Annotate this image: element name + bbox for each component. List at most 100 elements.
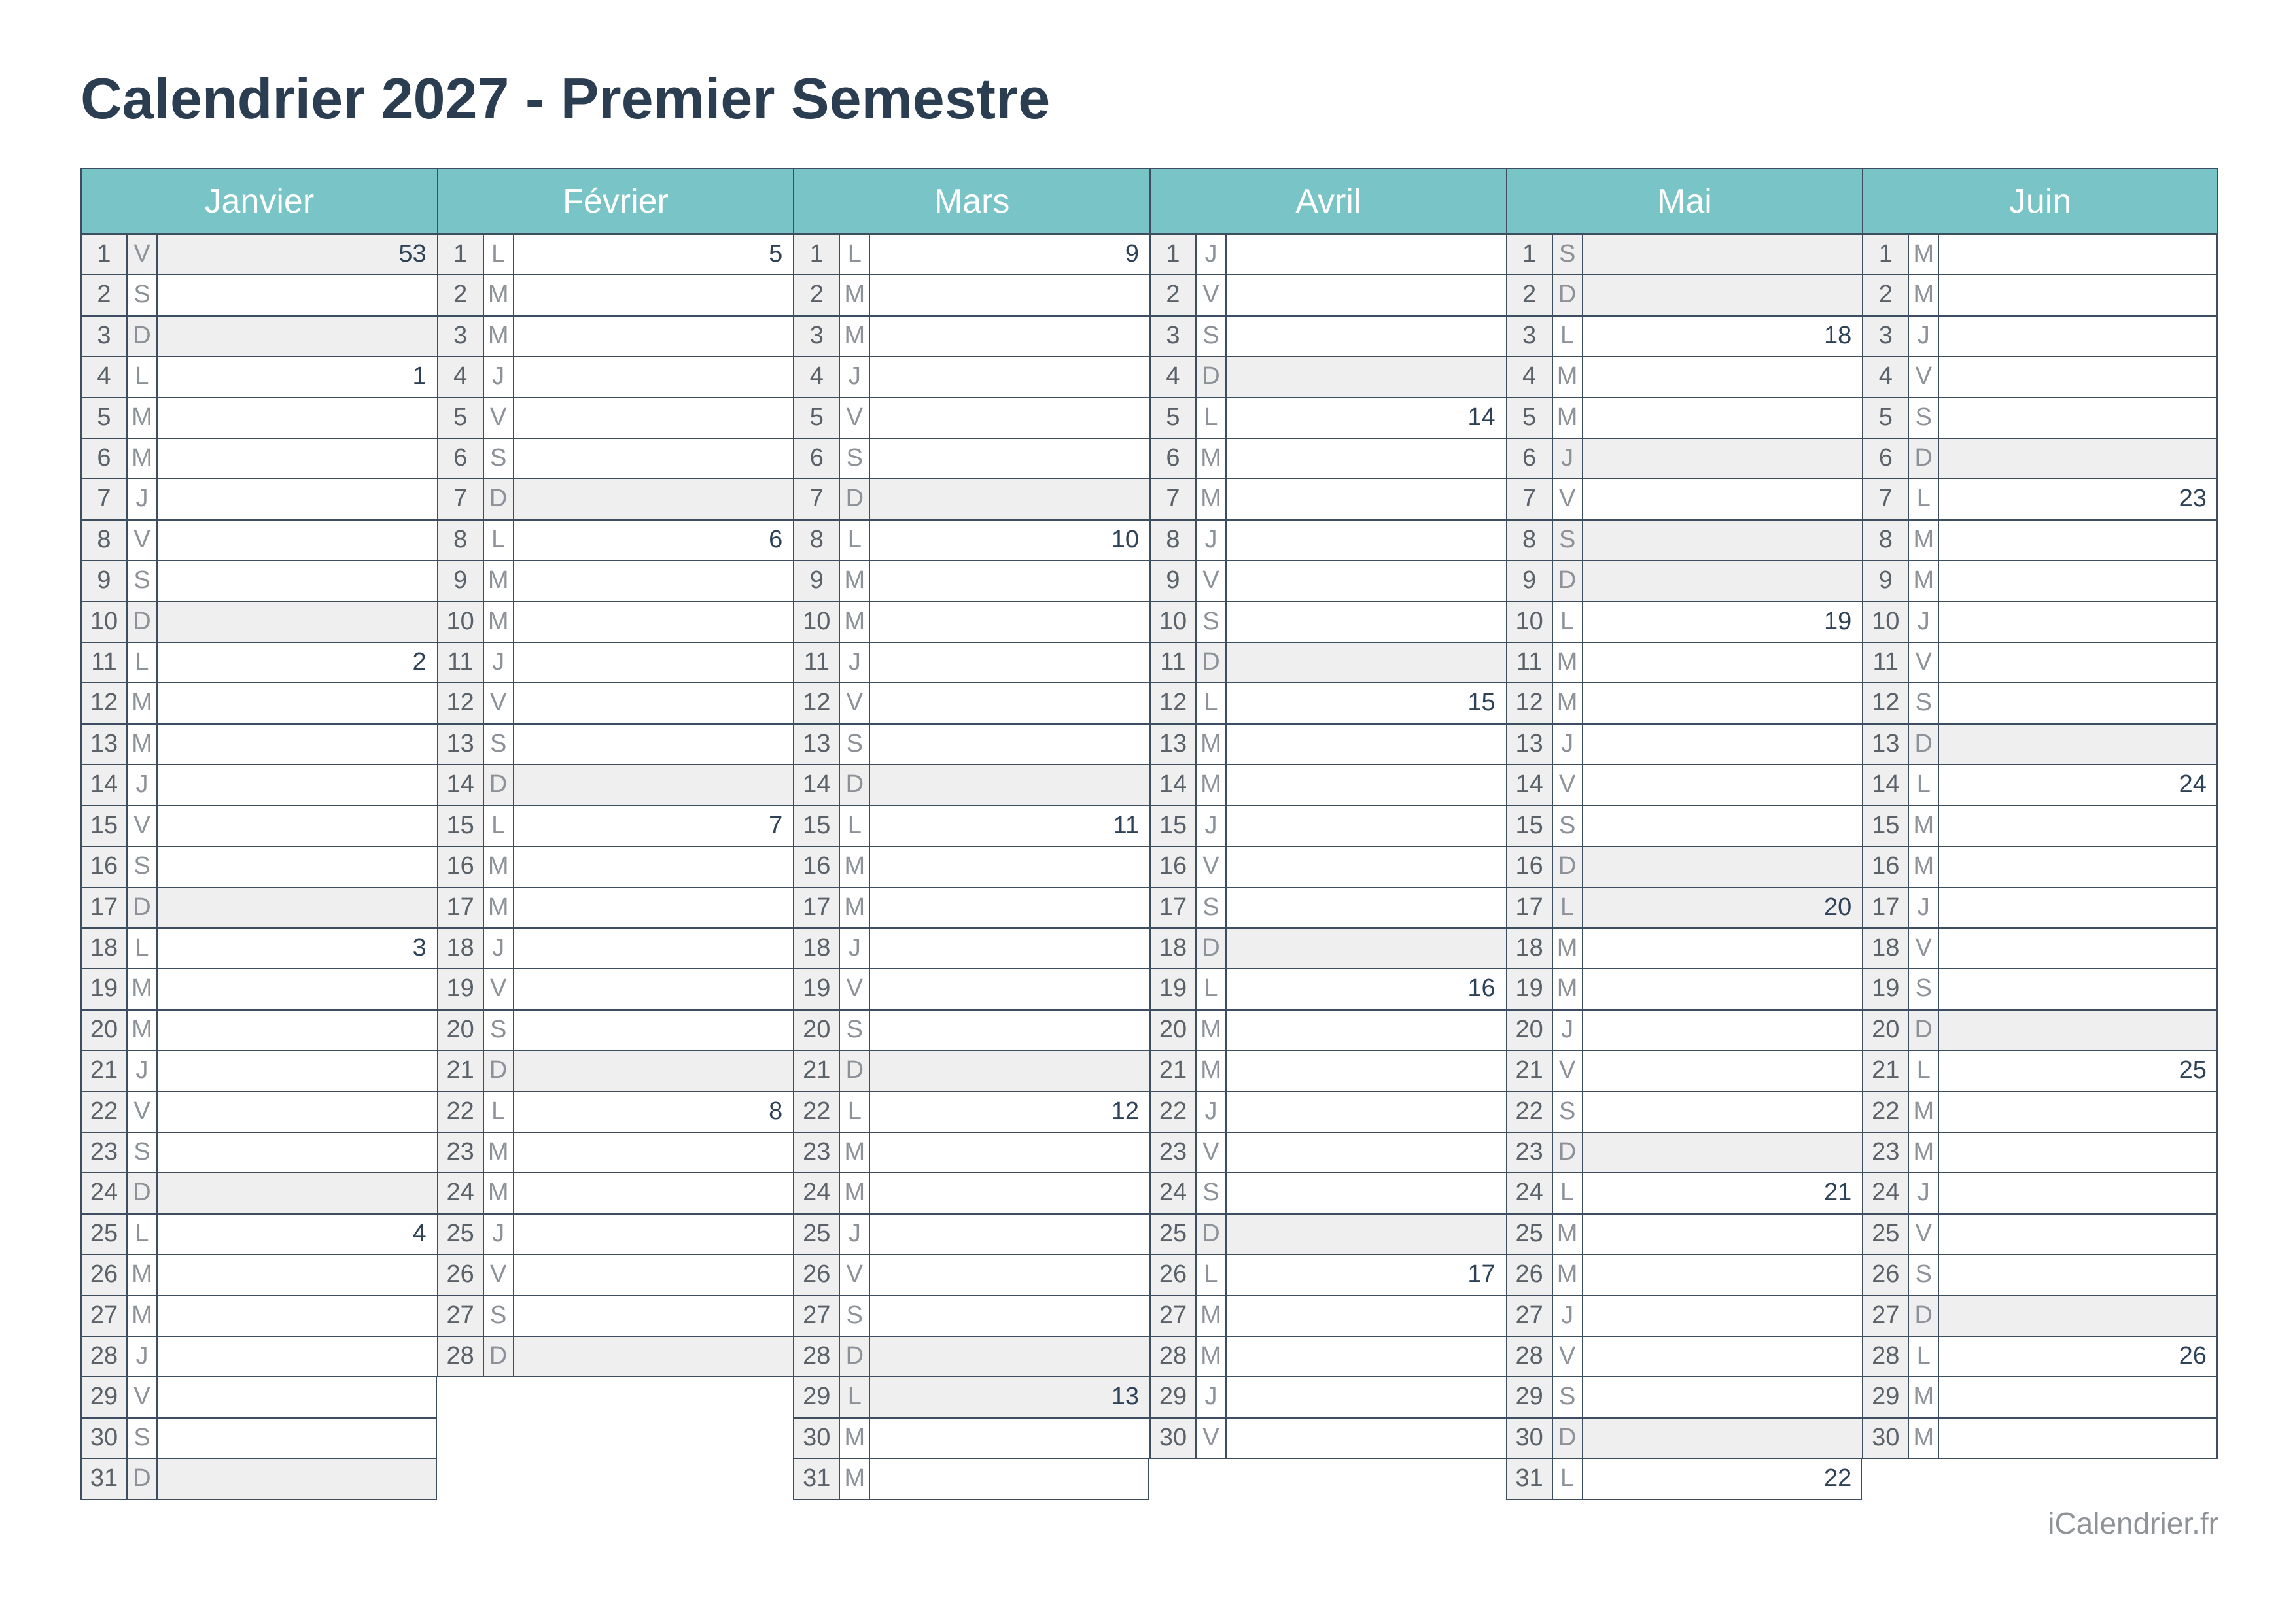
- day-letter-cell: M: [128, 1010, 158, 1050]
- week-number-cell: 7: [769, 811, 783, 839]
- day-letter-cell: M: [1909, 1418, 1940, 1459]
- day-number-cell: 25: [438, 1214, 484, 1254]
- day-letter-cell: S: [1553, 806, 1583, 846]
- day-row: 13 S: [438, 724, 794, 766]
- day-number-cell: 27: [1863, 1296, 1910, 1336]
- week-number-cell: [1939, 398, 2217, 438]
- week-number-cell: [1227, 561, 1506, 600]
- day-letter-cell: D: [483, 1336, 514, 1377]
- week-number-cell: [1227, 1296, 1506, 1336]
- day-number-cell: 26: [438, 1255, 484, 1295]
- day-number-cell: 24: [1150, 1173, 1197, 1213]
- day-number-cell: 4: [438, 357, 484, 397]
- day-number-cell: 13: [1507, 724, 1553, 765]
- day-number-cell: 23: [1507, 1132, 1553, 1173]
- day-letter-cell: V: [840, 1255, 871, 1295]
- day-number-cell: 29: [1863, 1377, 1910, 1417]
- day-row: 5 L 14: [1150, 398, 1506, 440]
- day-number-cell: 4: [1150, 357, 1197, 397]
- day-letter-cell: D: [483, 765, 514, 805]
- week-number-cell: [1227, 275, 1506, 315]
- week-number-cell: [514, 1336, 794, 1377]
- day-row: 10 L 19: [1507, 602, 1863, 644]
- day-number-cell: 26: [794, 1255, 841, 1295]
- day-number-cell: 2: [1507, 275, 1553, 315]
- month-header: Janvier: [82, 168, 437, 235]
- day-number-cell: 16: [794, 847, 841, 887]
- day-number-cell: 22: [1863, 1092, 1910, 1132]
- week-number-cell: [1227, 1133, 1506, 1172]
- day-letter-cell: M: [484, 602, 514, 642]
- day-letter-cell: V: [1197, 275, 1227, 315]
- day-number-cell: 1: [1150, 235, 1197, 275]
- week-number-cell: [1939, 1418, 2217, 1459]
- day-letter-cell: V: [1197, 561, 1227, 601]
- week-number-cell: [158, 806, 437, 846]
- day-number-cell: 19: [1863, 969, 1910, 1009]
- week-number-cell: [1583, 398, 1863, 438]
- day-number-cell: 7: [794, 479, 841, 519]
- day-letter-cell: M: [1197, 1051, 1227, 1091]
- day-row: 29 V: [82, 1377, 437, 1419]
- day-row: 29 J: [1150, 1377, 1506, 1419]
- week-number-cell: 16: [1467, 975, 1496, 1003]
- week-number-cell: [1583, 683, 1863, 723]
- day-letter-cell: M: [1909, 235, 1940, 275]
- week-number-cell: [514, 1133, 794, 1172]
- day-letter-cell: D: [1909, 724, 1940, 765]
- day-number-cell: 28: [1150, 1336, 1197, 1377]
- day-letter-cell: M: [1909, 561, 1940, 601]
- day-number-cell: 8: [1507, 520, 1553, 561]
- day-number-cell: 12: [794, 683, 841, 723]
- week-number-cell: [870, 561, 1149, 600]
- day-letter-cell: L: [840, 806, 871, 846]
- day-letter-cell: D: [1196, 357, 1227, 397]
- week-number-cell: [1583, 561, 1863, 601]
- week-number-cell: [1226, 1214, 1506, 1254]
- day-letter-cell: M: [484, 888, 514, 927]
- day-number-cell: 24: [794, 1173, 841, 1213]
- day-row: 30 S: [82, 1418, 437, 1460]
- day-letter-cell: V: [128, 235, 158, 275]
- day-row: 22 V: [82, 1092, 437, 1133]
- day-row: 27 S: [438, 1296, 794, 1337]
- day-letter-cell: V: [128, 520, 158, 561]
- day-number-cell: 21: [1507, 1051, 1553, 1091]
- day-row: 14 J: [82, 765, 437, 806]
- day-number-cell: 20: [794, 1010, 841, 1050]
- day-row: 26 V: [438, 1255, 794, 1296]
- week-number-cell: [1583, 1215, 1863, 1254]
- day-letter-cell: S: [840, 1010, 871, 1050]
- day-row: 24 J: [1863, 1173, 2217, 1215]
- day-letter-cell: J: [484, 928, 514, 969]
- day-letter-cell: D: [840, 765, 871, 805]
- day-row: 11 V: [1863, 643, 2217, 684]
- day-letter-cell: M: [128, 1255, 158, 1295]
- week-number-cell: [1583, 235, 1863, 275]
- day-letter-cell: M: [840, 1418, 871, 1459]
- day-number-cell: 25: [794, 1214, 841, 1254]
- day-number-cell: 16: [438, 847, 484, 887]
- day-number-cell: 17: [1863, 888, 1910, 927]
- day-row: 15 V: [82, 806, 437, 848]
- day-row: 27 S: [794, 1296, 1149, 1337]
- month-header: Avril: [1150, 168, 1506, 235]
- day-row: 10 D: [82, 602, 437, 644]
- day-row: 17 D: [82, 888, 437, 929]
- day-letter-cell: J: [484, 643, 514, 683]
- day-letter-cell: D: [128, 602, 158, 642]
- day-row: 22 S: [1507, 1092, 1863, 1133]
- week-number-cell: [1939, 1214, 2217, 1254]
- day-letter-cell: M: [840, 561, 871, 601]
- day-letter-cell: M: [1553, 683, 1583, 723]
- day-row: 20 S: [794, 1010, 1149, 1052]
- week-number-cell: [514, 1173, 794, 1213]
